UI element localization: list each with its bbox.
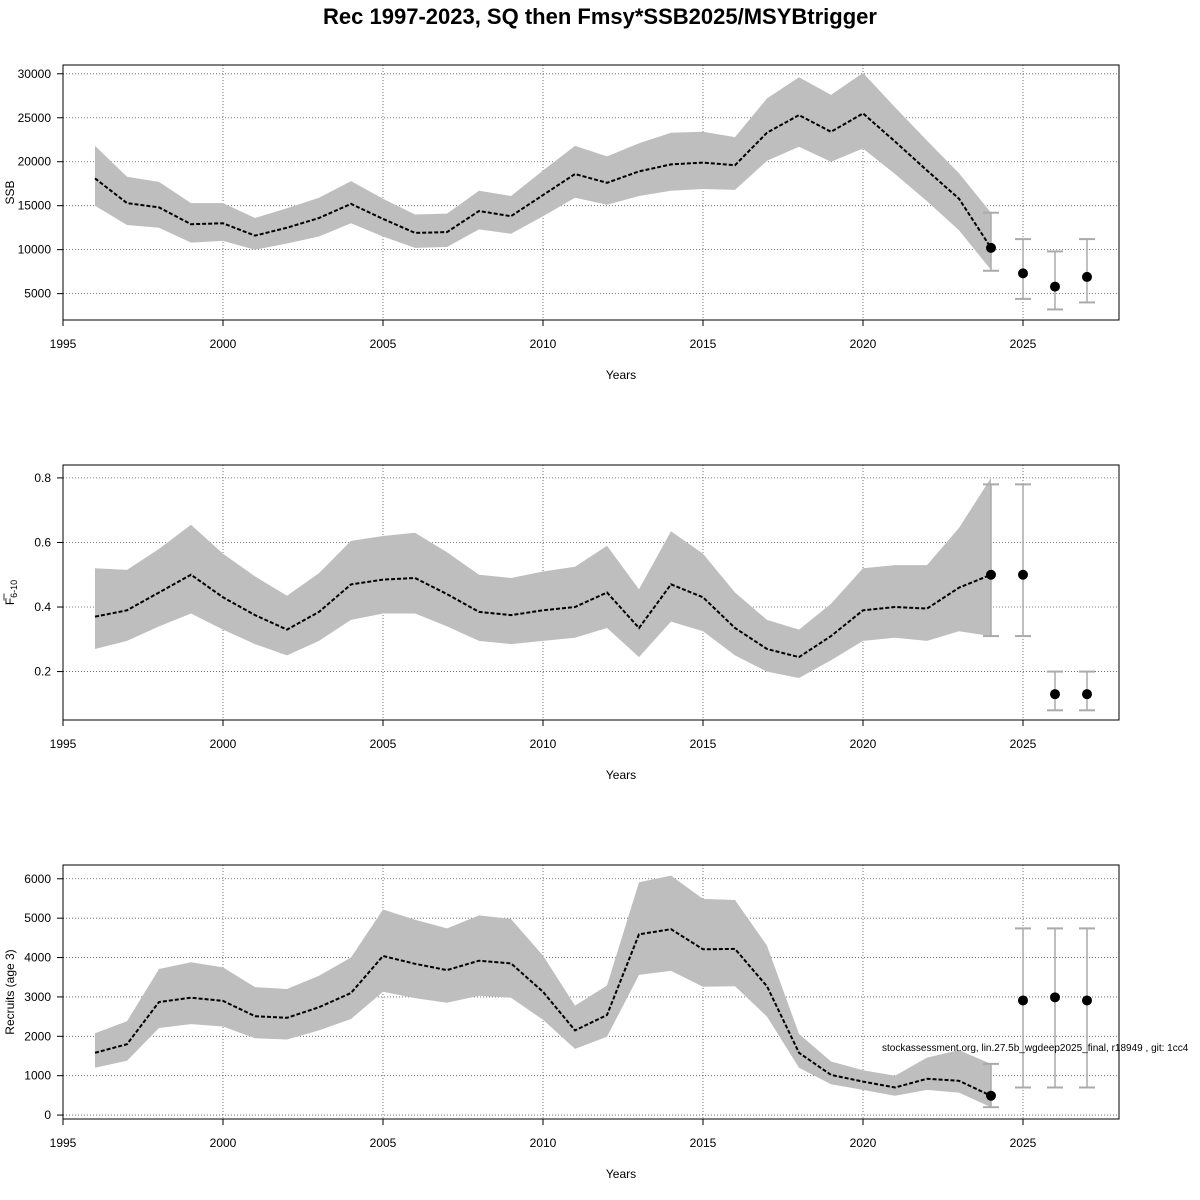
f-x-tick-label: 2015 <box>690 737 717 751</box>
recruits-y-tick-label: 1000 <box>24 1069 51 1083</box>
ssb-y-tick-label: 15000 <box>18 199 52 213</box>
ssb-x-tick-label: 2000 <box>210 337 237 351</box>
f-x-tick-label: 2000 <box>210 737 237 751</box>
recruits-forecast-point <box>1082 995 1092 1006</box>
ssb-y-tick-label: 25000 <box>18 111 52 125</box>
ssb-forecast-point <box>1018 268 1028 279</box>
f-forecast-point <box>1018 569 1028 580</box>
recruits-plot-frame <box>62 864 1120 1120</box>
recruits-x-tick-label: 2005 <box>370 1136 397 1150</box>
ssb-forecast-point <box>1050 281 1060 292</box>
recruits-x-axis-title: Years <box>606 1167 636 1181</box>
recruits-y-tick-label: 2000 <box>24 1029 51 1043</box>
f-x-tick-label: 2025 <box>1010 737 1037 751</box>
ssb-x-tick-label: 2015 <box>690 337 717 351</box>
f-y-tick-label: 0.2 <box>34 665 51 679</box>
f-forecast-point <box>1082 689 1092 700</box>
recruits-y-tick-label: 4000 <box>24 951 51 965</box>
ssb-x-tick-label: 2020 <box>850 337 877 351</box>
ssb-x-axis-title: Years <box>606 368 636 382</box>
recruits-forecast-point <box>986 1090 996 1101</box>
source-note: stockassessment.org, lin.27.5b_wgdeep202… <box>882 1043 1189 1054</box>
f-x-tick-label: 2005 <box>370 737 397 751</box>
ssb-x-tick-label: 2025 <box>1010 337 1037 351</box>
recruits-x-tick-label: 2000 <box>210 1136 237 1150</box>
ssb-panel: 1995 2000 2005 2010 2015 2020 2025 5000 10000 150… <box>3 64 1120 382</box>
ssb-y-tick-label: 30000 <box>18 67 52 81</box>
ssb-y-axis-title: SSB <box>3 180 17 204</box>
recruits-estimate-line <box>94 928 992 1097</box>
ssb-estimate-line <box>94 112 992 249</box>
f-x-axis-title: Years <box>606 768 636 782</box>
f-y-axis-subscript: 6-10 <box>9 580 19 598</box>
recruits-forecast-point <box>1050 992 1060 1003</box>
f-y-axis-title: F6-10 <box>3 580 19 605</box>
f-x-tick-label: 1995 <box>50 737 77 751</box>
f-estimate-line <box>94 573 992 659</box>
ssb-x-tick-label: 2010 <box>530 337 557 351</box>
ssb-y-tick-label: 20000 <box>18 155 52 169</box>
ssb-y-tick-label: 5000 <box>24 287 51 301</box>
f-confidence-band <box>95 477 991 678</box>
f-y-tick-label: 0.6 <box>34 535 51 549</box>
recruits-y-tick-label: 5000 <box>24 911 51 925</box>
recruits-x-tick-label: 2020 <box>850 1136 877 1150</box>
f-panel: 1995 2000 2005 2010 2015 2020 2025 0.2 0.4 0.6 0.8… <box>3 464 1120 782</box>
ssb-plot-frame <box>62 64 1120 321</box>
recruits-forecast-point <box>1018 995 1028 1006</box>
recruits-x-tick-label: 2025 <box>1010 1136 1037 1150</box>
f-x-tick-label: 2010 <box>530 737 557 751</box>
recruits-y-tick-label: 3000 <box>24 990 51 1004</box>
recruits-x-tick-label: 2015 <box>690 1136 717 1150</box>
ssb-x-tick-label: 1995 <box>50 337 77 351</box>
f-y-tick-label: 0.4 <box>34 600 51 614</box>
recruits-confidence-band <box>95 875 991 1108</box>
recruits-x-tick-label: 2010 <box>530 1136 557 1150</box>
recruits-y-tick-label: 0 <box>44 1108 51 1122</box>
f-forecast-point <box>986 569 996 580</box>
recruits-x-tick-label: 1995 <box>50 1136 77 1150</box>
ssb-forecast-point <box>986 242 996 253</box>
f-plot-frame <box>62 464 1120 721</box>
ssb-x-tick-label: 2005 <box>370 337 397 351</box>
f-y-tick-label: 0.8 <box>34 471 51 485</box>
f-forecast-point <box>1050 689 1060 700</box>
chart-title: Rec 1997-2023, SQ then Fmsy*SSB2025/MSYB… <box>323 4 877 29</box>
ssb-forecast-point <box>1082 271 1092 282</box>
ssb-confidence-band <box>95 72 991 270</box>
f-x-tick-label: 2020 <box>850 737 877 751</box>
recruits-y-axis-title: Recruits (age 3) <box>3 949 17 1034</box>
ssb-y-tick-label: 10000 <box>18 243 52 257</box>
recruits-y-tick-label: 6000 <box>24 872 51 886</box>
chart-panels: 1995 2000 2005 2010 2015 2020 2025500010000150… <box>3 64 1120 1181</box>
recruits-panel: 1995 2000 2005 2010 2015 2020 2025 0 1000 2000 300… <box>3 864 1120 1181</box>
